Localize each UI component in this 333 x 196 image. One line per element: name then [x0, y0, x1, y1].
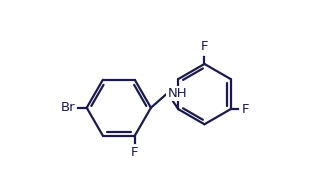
Text: F: F	[241, 103, 249, 116]
Text: Br: Br	[60, 101, 75, 114]
Text: F: F	[131, 146, 139, 159]
Text: NH: NH	[167, 87, 187, 100]
Text: F: F	[201, 40, 208, 53]
